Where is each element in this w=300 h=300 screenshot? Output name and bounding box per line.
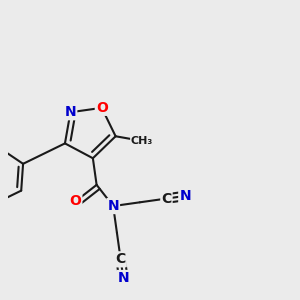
Text: N: N xyxy=(64,105,76,119)
Text: CH₃: CH₃ xyxy=(131,136,153,146)
Text: C: C xyxy=(116,252,126,266)
Text: O: O xyxy=(96,101,108,115)
Text: O: O xyxy=(70,194,81,208)
Text: N: N xyxy=(179,189,191,203)
Text: C: C xyxy=(161,192,172,206)
Text: N: N xyxy=(107,199,119,213)
Text: N: N xyxy=(118,271,129,285)
